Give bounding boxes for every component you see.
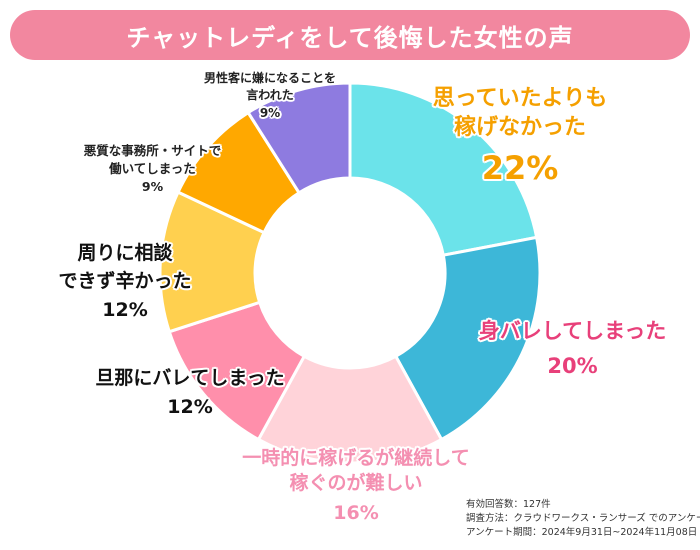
slice-percent-husband: 12%: [167, 395, 213, 418]
slice-label-harassment: 男性客に嫌になることを 言われた 9%: [180, 70, 360, 122]
slice-label-continuity-line1: 一時的に稼げるが継続して: [242, 447, 470, 469]
slice-percent-consult: 12%: [102, 299, 148, 322]
slice-label-agency: 悪質な事務所・サイトで 働いてしまった 9%: [55, 142, 250, 196]
footnote-period: アンケート期間：2024年9月31日~2024年11月08日: [466, 526, 698, 538]
title-banner: チャットレディをして後悔した女性の声: [10, 10, 690, 60]
slice-label-earnings-line2: 稼げなかった: [453, 114, 586, 140]
slice-label-identity: 身バレしてしまった 20%: [455, 318, 690, 381]
slice-label-harassment-line1: 男性客に嫌になることを: [203, 71, 336, 85]
slice-label-agency-line2: 働いてしまった: [109, 161, 196, 177]
slice-label-identity-line1: 身バレしてしまった: [478, 319, 667, 343]
slice-label-continuity: 一時的に稼げるが継続して 稼ぐのが難しい 16%: [222, 446, 490, 526]
slice-label-earnings-line1: 思っていたよりも: [432, 86, 608, 111]
slice-percent-continuity: 16%: [333, 502, 379, 525]
footnote-respondents: 有効回答数：127件: [466, 499, 551, 510]
slice-label-agency-line1: 悪質な事務所・サイトで: [83, 143, 222, 158]
slice-label-husband-line1: 旦那にバレてしまった: [95, 367, 285, 389]
slice-label-consult-line1: 周りに相談: [77, 242, 173, 264]
chart-title: チャットレディをして後悔した女性の声: [126, 23, 574, 52]
slice-percent-identity: 20%: [547, 354, 598, 379]
survey-footnote: 有効回答数：127件 調査方法：クラウドワークス・ランサーズ でのアンケート ア…: [466, 498, 700, 539]
slice-label-consult-line2: できず辛かった: [58, 269, 192, 292]
slice-label-consult: 周りに相談 できず辛かった 12%: [40, 240, 210, 325]
slice-label-husband: 旦那にバレてしまった 12%: [80, 366, 300, 419]
donut-hole: [255, 178, 445, 368]
slice-label-earnings: 思っていたよりも 稼げなかった 22%: [410, 85, 630, 190]
slice-percent-harassment: 9%: [259, 105, 281, 120]
footnote-method: 調査方法：クラウドワークス・ランサーズ でのアンケート: [466, 512, 700, 524]
slice-label-continuity-line2: 稼ぐのが難しい: [289, 471, 423, 494]
slice-percent-agency: 9%: [141, 179, 164, 195]
slice-label-harassment-line2: 言われた: [246, 88, 294, 103]
slice-percent-earnings: 22%: [481, 149, 559, 188]
